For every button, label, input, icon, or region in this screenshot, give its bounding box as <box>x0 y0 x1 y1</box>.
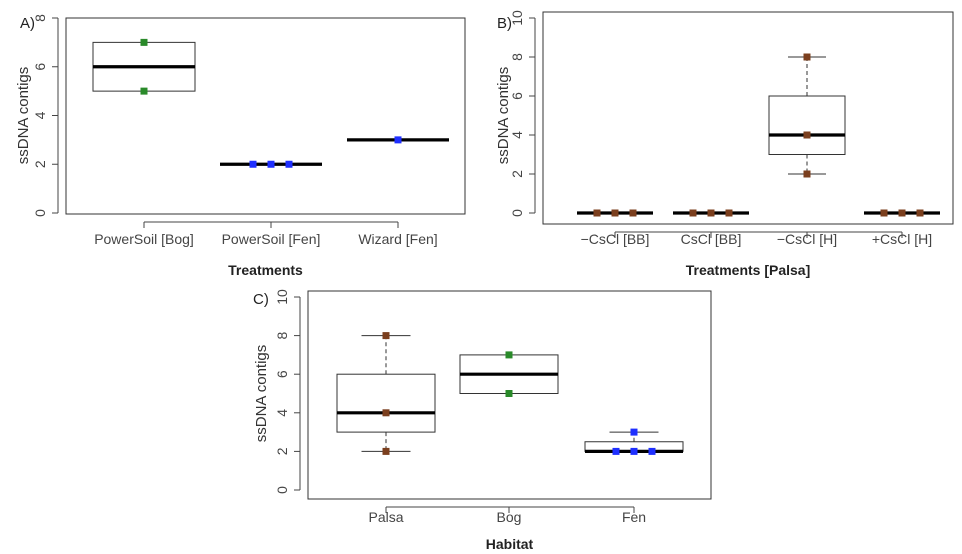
panel-c-category-label: Palsa <box>368 509 403 525</box>
panel-a-y-tick-label: 0 <box>32 209 48 217</box>
panel-a-category-label: PowerSoil [Bog] <box>94 231 194 247</box>
panel-b-y-tick-label: 10 <box>509 10 525 26</box>
panel-b-data-point <box>898 209 906 217</box>
panel-c-y-axis-label: ssDNA contigs <box>253 345 270 443</box>
panel-b-data-point <box>629 209 637 217</box>
panel-b-category-label: −CsCl [H] <box>777 231 837 247</box>
panel-b-data-point <box>689 209 697 217</box>
panel-c-box-0 <box>336 335 436 452</box>
panel-b-data-point <box>725 209 733 217</box>
panel-a-data-point <box>394 136 402 144</box>
panel-b-plot-frame <box>542 11 954 225</box>
panel-b-data-point <box>593 209 601 217</box>
panel-c-category-label: Bog <box>497 509 522 525</box>
panel-a-data-point <box>249 160 257 168</box>
panel-c-y-tick-label: 6 <box>274 370 290 378</box>
panel-b-data-point <box>707 209 715 217</box>
panel-c-plot-frame <box>307 290 712 500</box>
panel-c-data-point <box>612 447 620 455</box>
panel-c-data-point <box>382 409 390 417</box>
panel-c-label: C) <box>253 291 269 308</box>
panel-a-category-label: PowerSoil [Fen] <box>222 231 321 247</box>
panel-b-y-axis-label: ssDNA contigs <box>495 67 512 165</box>
panel-c-y-tick-label: 10 <box>274 289 290 305</box>
panel-a-category-label: Wizard [Fen] <box>358 231 437 247</box>
panel-b-y-tick-label: 2 <box>509 170 525 178</box>
panel-c-y-tick-label: 0 <box>274 486 290 494</box>
panel-c-y-tick-label: 4 <box>274 409 290 417</box>
panel-b-data-point <box>803 53 811 61</box>
panel-a-y-tick-label: 6 <box>32 63 48 71</box>
panel-c-data-point <box>382 447 390 455</box>
panel-c-x-axis-label: Habitat <box>486 536 534 552</box>
panel-a-y-tick-label: 4 <box>32 111 48 119</box>
panel-b-label: B) <box>497 15 512 32</box>
panel-b-box-2 <box>768 56 846 175</box>
panel-a-x-axis-label: Treatments <box>228 262 303 278</box>
panel-b-category-label: −CsCl [BB] <box>581 231 650 247</box>
panel-b-data-point <box>803 131 811 139</box>
panel-a-y-axis-label: ssDNA contigs <box>15 67 32 165</box>
panel-b-category-label: CsCl [BB] <box>681 231 742 247</box>
panel-b-y-tick-label: 0 <box>509 209 525 217</box>
panel-c-data-point <box>648 447 656 455</box>
panel-c-data-point <box>382 332 390 340</box>
panel-c-data-point <box>630 428 638 436</box>
panel-b-data-point <box>803 170 811 178</box>
panel-b: B) 0 2 4 6 8 10 ssDNA contigs −CsCl [BB] CsCl [BB… <box>495 10 954 278</box>
panel-b-data-point <box>916 209 924 217</box>
panel-b-y-tick-label: 4 <box>509 131 525 139</box>
panel-b-y-tick-label: 6 <box>509 92 525 100</box>
panel-b-y-tick-label: 8 <box>509 53 525 61</box>
panel-a-data-point <box>140 87 148 95</box>
box-iqr <box>768 95 846 155</box>
box-iqr <box>336 373 436 433</box>
panel-b-x-axis-label: Treatments [Palsa] <box>686 262 811 278</box>
panel-a-label: A) <box>20 15 35 32</box>
panel-c-category-label: Fen <box>622 509 646 525</box>
panel-a-data-point <box>285 160 293 168</box>
panel-c-y-tick-label: 2 <box>274 447 290 455</box>
panel-a-y-tick-label: 2 <box>32 160 48 168</box>
panel-a-plot-frame <box>65 17 466 215</box>
panel-c-data-point <box>505 390 513 397</box>
panel-a-y-tick-label: 8 <box>32 14 48 22</box>
panel-c-box-1 <box>459 354 559 394</box>
panel-c-data-point <box>505 351 513 359</box>
panel-b-data-point <box>880 209 888 217</box>
panel-b-data-point <box>611 209 619 217</box>
panel-a-data-point <box>267 160 275 168</box>
panel-b-category-label: +CsCl [H] <box>872 231 932 247</box>
panel-c: C) 0 2 4 6 8 10 ssDNA contigs Palsa Bog Fen Habitat <box>253 289 712 552</box>
panel-a: A) 0 2 4 6 8 ssDNA contigs PowerSoil [Bog] Power… <box>15 14 466 278</box>
panel-a-data-point <box>140 38 148 46</box>
panel-c-y-tick-label: 8 <box>274 331 290 339</box>
panel-c-data-point <box>630 447 638 455</box>
panel-a-box-0 <box>92 41 196 92</box>
